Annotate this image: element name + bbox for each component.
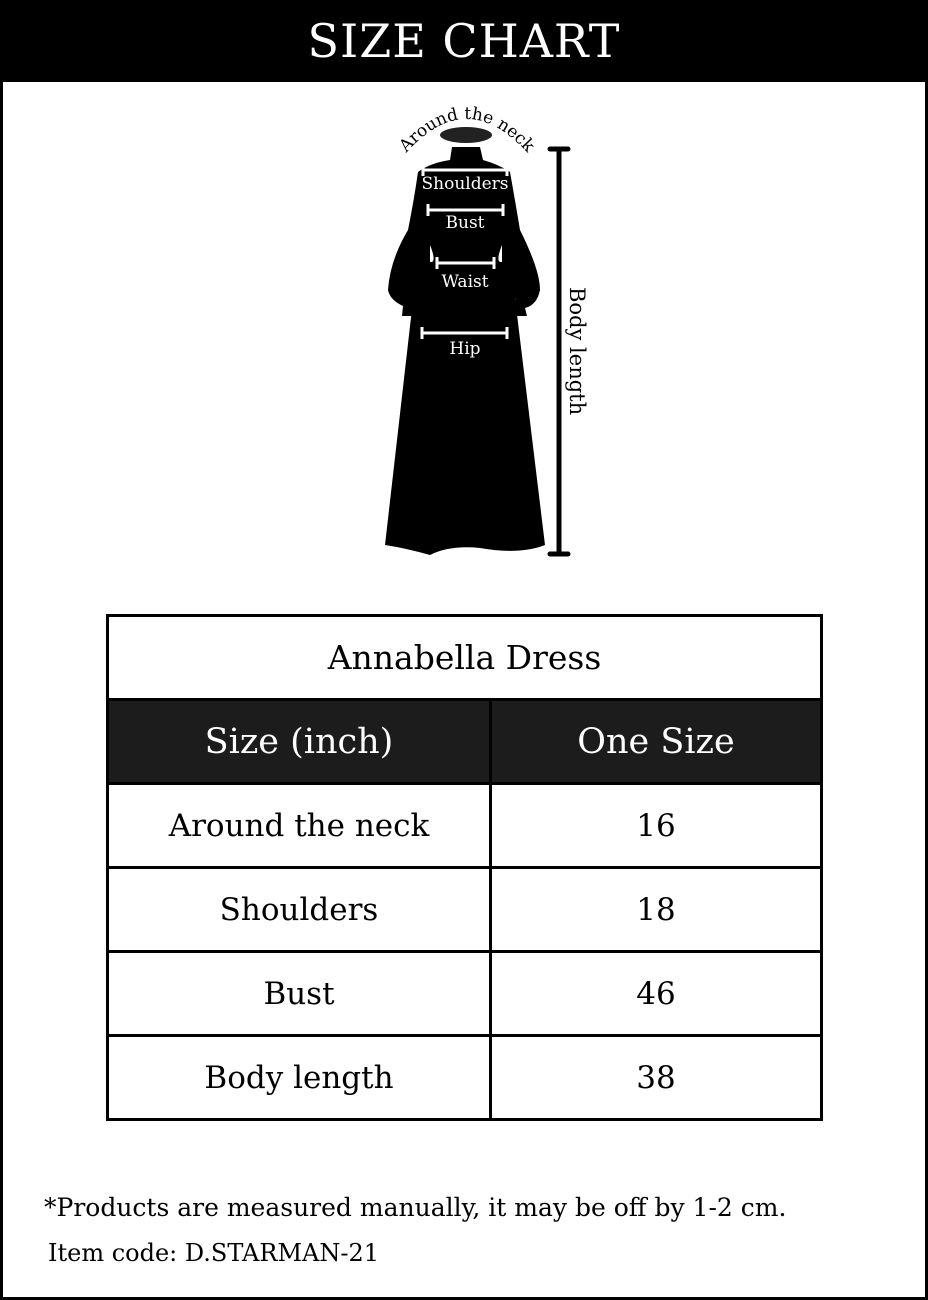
table-row: Shoulders 18 bbox=[106, 866, 823, 953]
measurement-note: *Products are measured manually, it may … bbox=[44, 1193, 787, 1222]
shoulders-label: Shoulders bbox=[421, 174, 508, 194]
page-title: SIZE CHART bbox=[0, 0, 928, 82]
dress-diagram: Around the neck Shoulders Bust Waist Hip… bbox=[385, 104, 589, 557]
title-text: SIZE CHART bbox=[307, 14, 621, 68]
table-title: Annabella Dress bbox=[106, 614, 823, 701]
bust-label: Bust bbox=[446, 213, 485, 233]
row-value: 46 bbox=[489, 950, 823, 1037]
size-table: Annabella Dress Size (inch) One Size Aro… bbox=[106, 614, 823, 1121]
row-label: Around the neck bbox=[106, 782, 492, 869]
item-code: Item code: D.STARMAN-21 bbox=[48, 1239, 379, 1267]
row-label: Shoulders bbox=[106, 866, 492, 953]
table-row: Around the neck 16 bbox=[106, 782, 823, 869]
hip-label: Hip bbox=[449, 339, 480, 359]
column-header-size: Size (inch) bbox=[106, 698, 492, 785]
row-label: Body length bbox=[106, 1034, 492, 1121]
neck-ellipse bbox=[440, 127, 492, 143]
body-length-label: Body length bbox=[565, 287, 589, 415]
waist-label: Waist bbox=[441, 272, 488, 292]
row-label: Bust bbox=[106, 950, 492, 1037]
row-value: 38 bbox=[489, 1034, 823, 1121]
table-row: Bust 46 bbox=[106, 950, 823, 1037]
table-row: Body length 38 bbox=[106, 1034, 823, 1121]
body-length-bar bbox=[547, 146, 571, 557]
column-header-one-size: One Size bbox=[489, 698, 823, 785]
row-value: 16 bbox=[489, 782, 823, 869]
dress-silhouette bbox=[385, 147, 545, 555]
row-value: 18 bbox=[489, 866, 823, 953]
